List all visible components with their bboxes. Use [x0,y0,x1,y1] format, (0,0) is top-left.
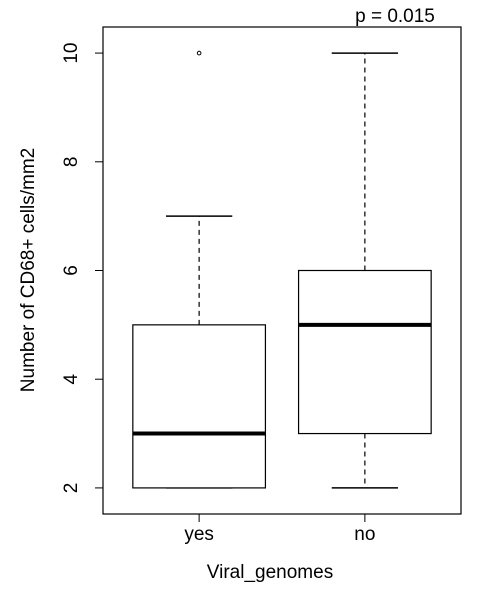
y-axis-label: Number of CD68+ cells/mm2 [18,148,39,392]
y-tick-label: 8 [61,157,82,168]
box [297,269,432,435]
annotation: p = 0.015 [355,6,435,27]
y-tick-label: 4 [61,373,82,384]
box [132,324,267,489]
x-tick-label: yes [184,524,214,545]
x-tick-label: no [354,524,375,545]
y-tick-label: 2 [61,483,82,494]
y-tick-label: 10 [61,43,82,64]
y-tick-label: 6 [61,265,82,276]
outlier [196,50,202,56]
x-axis-label: Viral_genomes [207,562,333,583]
